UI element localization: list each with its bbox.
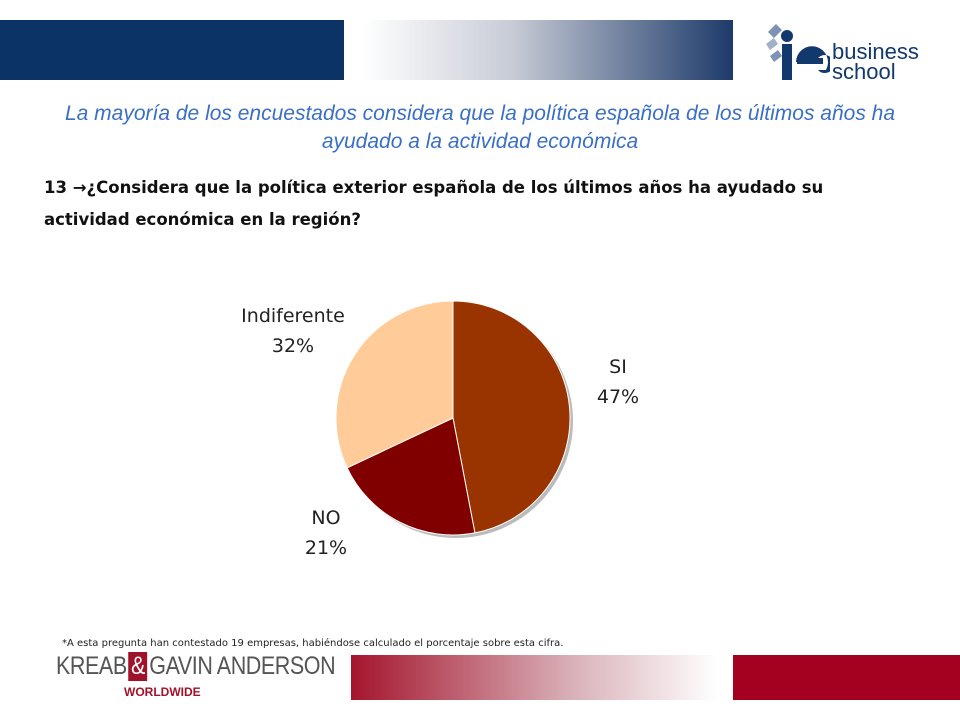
footer-bar-gradient (351, 655, 718, 700)
pie-label-si: SI (609, 356, 627, 378)
kreab-logo-wordmark: KREAB & GAVIN ANDERSON (56, 652, 336, 681)
ie-logo-icon (766, 24, 830, 80)
ie-logo-wordmark: business school (832, 39, 919, 84)
footer-bar-solid (733, 655, 960, 700)
header-bar-gradient (363, 20, 733, 80)
kreab-gavin-anderson-logo: KREAB & GAVIN ANDERSON WORLDWIDE (56, 652, 346, 702)
question-number: 13 (44, 178, 67, 197)
ie-business-school-logo: business school (760, 20, 930, 90)
pie-slice-no (346, 417, 476, 536)
kreab-logo-sub: WORLDWIDE (124, 685, 201, 699)
kreab-logo-right: GAVIN ANDERSON (149, 652, 336, 680)
arrow-right-icon: → (72, 178, 87, 197)
footnote: *A esta pregunta han contestado 19 empre… (62, 638, 564, 649)
pie-slice-si (452, 300, 571, 534)
pie-value-indiferente: 32% (272, 335, 314, 357)
question-text: 13 →¿Considera que la política exterior … (44, 172, 914, 236)
page-headline: La mayoría de los encuestados considera … (64, 102, 896, 153)
pie-label-indiferente: Indiferente (241, 305, 345, 327)
question-body: ¿Considera que la política exterior espa… (44, 178, 824, 229)
kreab-logo-amp: & (128, 652, 148, 681)
pie-value-no: 21% (305, 537, 347, 559)
kreab-logo-left: KREAB (56, 652, 127, 680)
pie-slice-indiferente (335, 300, 454, 469)
pie-value-si: 47% (597, 386, 639, 408)
pie-label-no: NO (311, 507, 340, 529)
header-bar-solid (0, 20, 344, 80)
